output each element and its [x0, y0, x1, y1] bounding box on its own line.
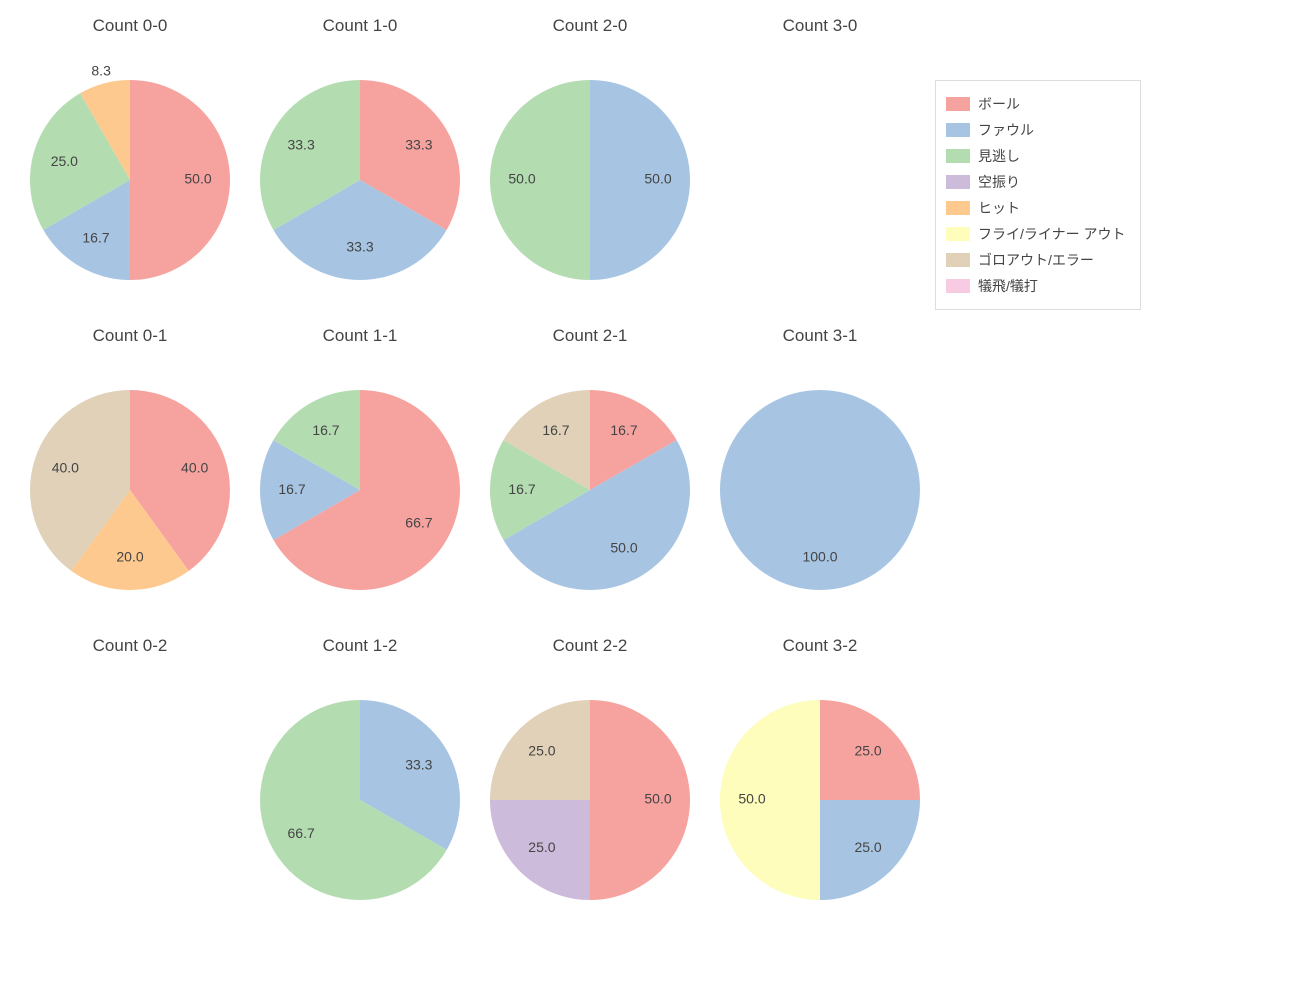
legend-item: フライ/ライナー アウト: [946, 221, 1126, 247]
legend-swatch: [946, 227, 970, 241]
pie-svg: 50.0 16.7 25.0 8.3: [0, 50, 260, 310]
pie-slice: [720, 700, 820, 900]
pie-title: Count 0-1: [0, 326, 260, 346]
pie-slice-label: 16.7: [610, 422, 637, 438]
pie-slice-label: 25.0: [854, 839, 881, 855]
legend-swatch: [946, 253, 970, 267]
legend-item: ゴロアウト/エラー: [946, 247, 1126, 273]
pie-svg: 40.0 20.0 40.0: [0, 360, 260, 620]
pie-chart: Count 2-250.025.025.0: [460, 670, 720, 930]
pie-slice-label: 50.0: [644, 791, 671, 807]
pie-svg: 16.7 50.0 16.7 16.7: [460, 360, 720, 620]
pie-slice-label: 16.7: [82, 230, 109, 246]
pie-svg: 50.0 50.0: [460, 50, 720, 310]
pie-title: Count 2-1: [460, 326, 720, 346]
legend-label: ゴロアウト/エラー: [978, 250, 1094, 270]
legend-label: 犠飛/犠打: [978, 276, 1038, 296]
legend-swatch: [946, 279, 970, 293]
pie-slice-label: 8.3: [91, 62, 111, 78]
pie-slice-label: 33.3: [346, 239, 373, 255]
pie-slice-label: 66.7: [288, 825, 315, 841]
pie-chart: Count 1-033.333.333.3: [230, 50, 490, 310]
pie-chart: Count 3-0: [690, 50, 950, 310]
pie-slice-label: 25.0: [51, 153, 78, 169]
pie-slice: [590, 700, 690, 900]
pie-slice-label: 33.3: [405, 757, 432, 773]
pie-slice-label: 16.7: [508, 481, 535, 497]
legend-swatch: [946, 175, 970, 189]
legend-label: 見逃し: [978, 146, 1020, 166]
pie-chart: Count 2-116.750.016.716.7: [460, 360, 720, 620]
legend: ボールファウル見逃し空振りヒットフライ/ライナー アウトゴロアウト/エラー犠飛/…: [935, 80, 1141, 310]
pie-svg: 66.7 16.7 16.7: [230, 360, 490, 620]
pie-title: Count 3-0: [690, 16, 950, 36]
pie-slice: [490, 80, 590, 280]
legend-item: ファウル: [946, 117, 1126, 143]
pie-slice-label: 16.7: [312, 422, 339, 438]
pie-title: Count 0-2: [0, 636, 260, 656]
pie-chart: Count 0-140.020.040.0: [0, 360, 260, 620]
pie-slice-label: 16.7: [542, 422, 569, 438]
legend-label: ボール: [978, 94, 1020, 114]
pie-slice-label: 50.0: [738, 791, 765, 807]
pie-slice: [590, 80, 690, 280]
pie-chart: Count 1-233.366.7: [230, 670, 490, 930]
pie-slice-label: 25.0: [854, 743, 881, 759]
pie-slice-label: 33.3: [405, 137, 432, 153]
pie-svg: 25.0 25.0 50.0: [690, 670, 950, 930]
pie-svg: 100.0: [690, 360, 950, 620]
pie-slice-label: 20.0: [116, 549, 143, 565]
pie-slice-label: 16.7: [278, 481, 305, 497]
pie-chart: Count 3-1100.0: [690, 360, 950, 620]
legend-label: フライ/ライナー アウト: [978, 224, 1126, 244]
pie-title: Count 3-1: [690, 326, 950, 346]
legend-swatch: [946, 201, 970, 215]
pie-chart: Count 2-050.050.0: [460, 50, 720, 310]
pie-slice-label: 25.0: [528, 839, 555, 855]
legend-swatch: [946, 149, 970, 163]
pie-title: Count 0-0: [0, 16, 260, 36]
legend-item: ボール: [946, 91, 1126, 117]
legend-item: ヒット: [946, 195, 1126, 221]
pie-slice-label: 25.0: [528, 743, 555, 759]
pie-slice-label: 50.0: [508, 171, 535, 187]
pie-slice-label: 50.0: [610, 540, 637, 556]
pie-svg: 50.0 25.0 25.0: [460, 670, 720, 930]
legend-item: 犠飛/犠打: [946, 273, 1126, 299]
pie-title: Count 1-2: [230, 636, 490, 656]
pie-chart: Count 0-050.016.725.08.3: [0, 50, 260, 310]
pie-title: Count 2-2: [460, 636, 720, 656]
pie-slice: [130, 80, 230, 280]
legend-item: 空振り: [946, 169, 1126, 195]
pie-grid-chart: Count 0-050.016.725.08.3Count 1-033.333.…: [0, 0, 1300, 1000]
pie-svg: 33.3 33.3 33.3: [230, 50, 490, 310]
pie-slice-label: 33.3: [287, 137, 314, 153]
legend-swatch: [946, 123, 970, 137]
pie-chart: Count 1-166.716.716.7: [230, 360, 490, 620]
pie-svg: 33.3 66.7: [230, 670, 490, 930]
pie-slice-label: 40.0: [52, 460, 79, 476]
pie-title: Count 1-0: [230, 16, 490, 36]
pie-chart: Count 0-2: [0, 670, 260, 930]
pie-chart: Count 3-225.025.050.0: [690, 670, 950, 930]
legend-label: 空振り: [978, 172, 1020, 192]
pie-slice-label: 66.7: [405, 515, 432, 531]
pie-slice-label: 100.0: [802, 549, 837, 565]
legend-label: ファウル: [978, 120, 1034, 140]
legend-label: ヒット: [978, 198, 1020, 218]
pie-title: Count 2-0: [460, 16, 720, 36]
pie-slice-label: 40.0: [181, 460, 208, 476]
pie-slice-label: 50.0: [644, 171, 671, 187]
pie-title: Count 1-1: [230, 326, 490, 346]
legend-swatch: [946, 97, 970, 111]
legend-item: 見逃し: [946, 143, 1126, 169]
pie-title: Count 3-2: [690, 636, 950, 656]
pie-slice-label: 50.0: [184, 171, 211, 187]
